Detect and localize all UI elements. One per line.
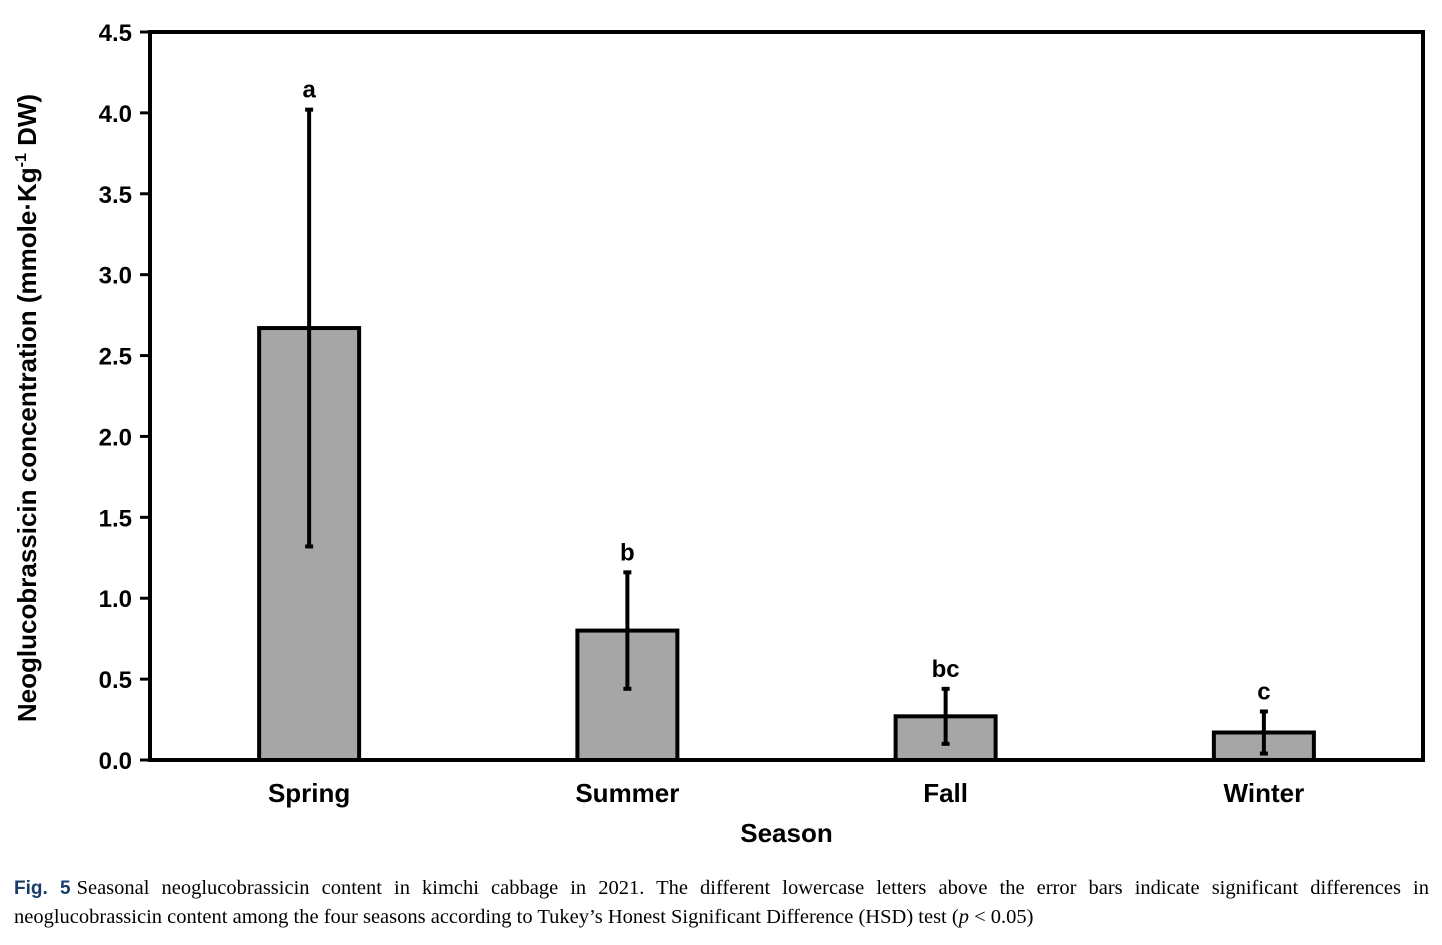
caption-p-symbol: p: [958, 906, 969, 928]
y-tick-label: 4.0: [99, 101, 132, 128]
y-tick-label: 3.5: [99, 182, 132, 209]
significance-label: c: [1257, 678, 1270, 705]
y-axis-title: Neoglucobrassicin concentration (mmole·K…: [12, 94, 42, 722]
x-tick-label: Spring: [268, 778, 350, 808]
y-axis-title-sup: -1: [13, 153, 30, 167]
significance-label: b: [620, 539, 635, 566]
y-axis-ticks: 0.0 0.5 1.0 1.5 2.0 2.5 3.0 3.5 4.0 4.5: [99, 20, 150, 775]
figure-number: Fig. 5: [14, 878, 71, 899]
x-tick-label: Fall: [923, 778, 968, 808]
x-axis-title: Season: [740, 818, 833, 848]
chart-container: a b bc c 0.0 0.5 1.0 1.5 2.0 2.5 3.0 3.5 4.0 4.5 Spr…: [12, 20, 1425, 848]
y-tick-label: 4.5: [99, 20, 132, 47]
y-tick-label: 0.0: [99, 748, 132, 775]
y-tick-label: 2.5: [99, 344, 132, 371]
figure-caption: Fig. 5 Seasonal neoglucobrassicin content…: [14, 874, 1429, 932]
y-tick-label: 3.0: [99, 263, 132, 290]
caption-p-value: < 0.05): [968, 906, 1034, 928]
y-axis-title-main: Neoglucobrassicin concentration (mmole·K…: [12, 167, 42, 722]
significance-label: a: [302, 77, 316, 104]
y-tick-label: 1.0: [99, 586, 132, 613]
y-tick-label: 1.5: [99, 505, 132, 532]
significance-label: bc: [932, 656, 960, 683]
y-axis-title-end: DW): [12, 94, 42, 153]
x-tick-label: Summer: [575, 778, 679, 808]
x-axis-labels: Spring Summer Fall Winter: [268, 778, 1304, 808]
error-bars-layer: [305, 107, 1268, 756]
y-tick-label: 2.0: [99, 424, 132, 451]
significance-labels-layer: a b bc c: [302, 77, 1270, 706]
x-tick-label: Winter: [1224, 778, 1305, 808]
bar-chart: a b bc c 0.0 0.5 1.0 1.5 2.0 2.5 3.0 3.5 4.0 4.5 Spr…: [12, 20, 1425, 848]
caption-text: Seasonal neoglucobrassicin content in ki…: [14, 877, 1429, 928]
plot-frame: [148, 30, 1425, 762]
bars-layer: [257, 326, 1316, 763]
y-tick-label: 0.5: [99, 667, 132, 694]
